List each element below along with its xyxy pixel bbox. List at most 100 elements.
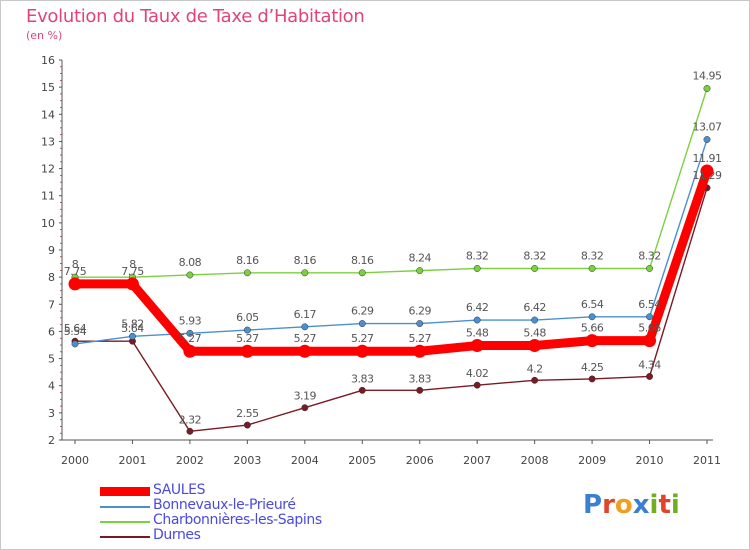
x-tick-label: 2001 (118, 454, 146, 467)
data-label-durnes: 5.64 (64, 322, 87, 335)
data-label-bonnevaux: 5.54 (64, 325, 87, 338)
data-label-charbonnieres: 14.95 (693, 70, 722, 83)
legend-label-saules: SAULES (153, 482, 206, 498)
data-label-saules: 5.27 (179, 332, 202, 345)
data-point-durnes (473, 381, 481, 389)
data-point-durnes (646, 373, 653, 380)
data-label-durnes: 4.34 (638, 358, 661, 371)
chart-title: Evolution du Taux de Taxe d’Habitation (26, 6, 365, 27)
data-label-durnes: 11.29 (693, 169, 722, 182)
y-tick-label: 10 (41, 217, 55, 230)
data-label-saules: 5.27 (408, 332, 431, 345)
data-point-saules (125, 277, 139, 291)
data-point-bonnevaux (473, 316, 481, 324)
x-tick-label: 2010 (636, 454, 664, 467)
x-tick-label: 2005 (348, 454, 376, 467)
data-label-bonnevaux: 6.17 (294, 308, 317, 321)
y-tick-label: 13 (41, 135, 55, 148)
data-label-saules: 5.27 (294, 332, 317, 345)
data-label-charbonnieres: 8.24 (408, 252, 431, 265)
data-label-bonnevaux: 6.42 (523, 301, 546, 314)
data-point-durnes (301, 404, 309, 412)
data-point-durnes (358, 386, 366, 394)
data-point-bonnevaux (703, 136, 711, 143)
data-point-saules (240, 344, 254, 358)
series-line-saules (70, 166, 712, 356)
y-tick-label: 15 (41, 81, 55, 94)
proxiti-logo: Proxiti (583, 490, 680, 520)
y-tick-label: 14 (41, 108, 55, 121)
x-tick-label: 2000 (61, 454, 89, 467)
data-label-durnes: 3.83 (408, 372, 431, 385)
data-point-saules (183, 344, 197, 358)
logo-letter: t (658, 490, 671, 520)
legend-swatch-durnes (100, 536, 150, 538)
series-line-durnes (74, 187, 708, 433)
data-point-charbonnieres (243, 269, 251, 277)
series-line-charbonnieres (74, 87, 708, 278)
data-point-charbonnieres (416, 267, 424, 275)
data-point-saules (643, 334, 657, 348)
data-point-bonnevaux (301, 323, 309, 331)
legend-swatch-bonnevaux (100, 506, 150, 508)
data-label-saules: 5.66 (638, 322, 661, 335)
data-label-bonnevaux: 13.07 (693, 121, 722, 134)
data-label-saules: 5.27 (351, 332, 374, 345)
data-label-durnes: 5.64 (121, 322, 144, 335)
data-point-saules (700, 164, 714, 178)
data-label-bonnevaux: 5.93 (179, 314, 202, 327)
series-line-bonnevaux (74, 138, 708, 345)
data-label-charbonnieres: 8 (129, 258, 136, 271)
data-point-charbonnieres (358, 269, 366, 277)
data-point-bonnevaux (243, 326, 251, 334)
x-tick-label: 2011 (693, 454, 721, 467)
y-tick-label: 8 (48, 271, 55, 284)
data-point-charbonnieres (186, 271, 194, 279)
legend-swatch-saules (100, 487, 150, 496)
data-labels-layer: 7.75 7.75 5.27 5.27 5.27 5.27 5.27 5.48 5.48 5.66… (64, 70, 723, 427)
data-point-durnes (416, 386, 424, 394)
legend-label-bonnevaux: Bonnevaux-le-Prieuré (153, 497, 296, 513)
data-point-durnes (531, 376, 539, 384)
legend-swatch-charbonnieres (100, 521, 150, 523)
data-point-durnes (186, 427, 194, 435)
data-point-bonnevaux (416, 320, 424, 328)
data-point-saules (528, 339, 542, 353)
data-label-durnes: 2.32 (179, 413, 202, 426)
y-tick-label: 9 (48, 244, 55, 257)
data-point-bonnevaux (646, 313, 653, 321)
x-tick-label: 2004 (291, 454, 319, 467)
data-label-bonnevaux: 6.29 (351, 305, 374, 318)
data-point-saules (413, 344, 427, 358)
x-tick-label: 2007 (463, 454, 491, 467)
data-point-charbonnieres (588, 265, 596, 272)
data-label-durnes: 4.25 (581, 361, 604, 374)
data-label-durnes: 3.83 (351, 372, 374, 385)
data-point-charbonnieres (301, 269, 309, 277)
legend-label-charbonnieres: Charbonnières-les-Sapins (153, 512, 322, 528)
series-layer (68, 85, 714, 435)
x-tick-label: 2002 (176, 454, 204, 467)
data-point-bonnevaux (129, 332, 136, 340)
data-label-charbonnieres: 8.32 (581, 249, 604, 262)
data-point-saules (298, 344, 312, 358)
data-point-bonnevaux (588, 313, 596, 321)
data-label-durnes: 4.2 (527, 362, 543, 375)
data-label-bonnevaux: 6.42 (466, 301, 489, 314)
data-label-saules: 5.27 (236, 332, 259, 345)
logo-letter: i (670, 490, 680, 520)
x-tick-label: 2008 (521, 454, 549, 467)
data-label-charbonnieres: 8.16 (236, 254, 259, 267)
chart-unit: (en %) (26, 29, 63, 42)
data-label-bonnevaux: 6.54 (638, 298, 661, 311)
data-label-charbonnieres: 8 (72, 258, 79, 271)
x-tick-label: 2006 (406, 454, 434, 467)
logo-letter: i (649, 490, 659, 520)
data-point-durnes (588, 375, 596, 383)
y-tick-label: 11 (41, 190, 55, 203)
data-label-charbonnieres: 8.16 (294, 254, 317, 267)
data-point-durnes (243, 421, 251, 429)
data-label-saules: 5.48 (523, 327, 546, 340)
